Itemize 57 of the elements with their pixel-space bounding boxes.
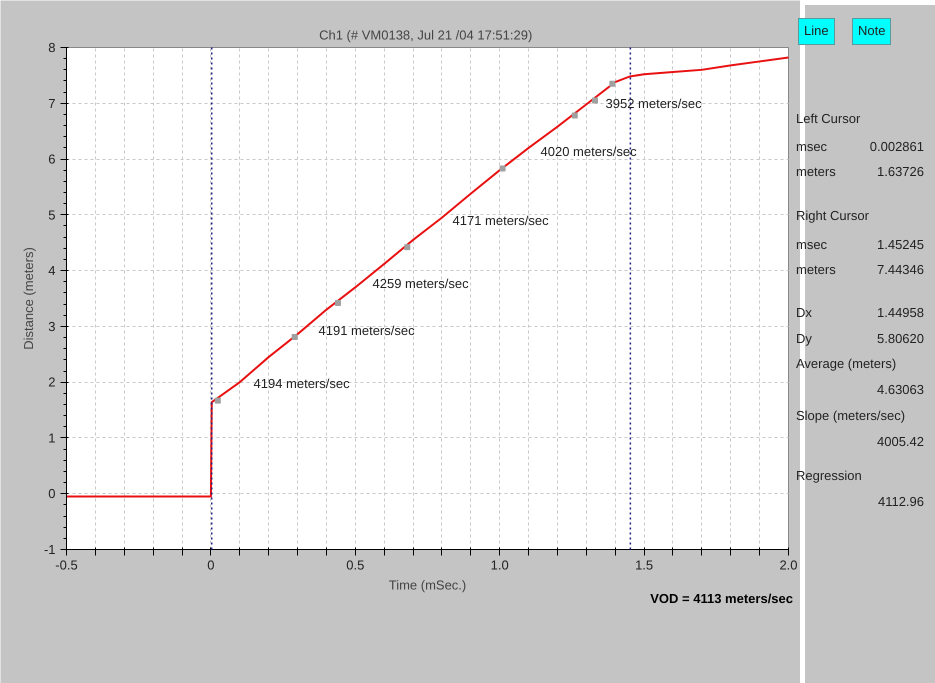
- text: msec: [796, 138, 828, 156]
- y-tick-label: 0: [48, 486, 56, 502]
- annotation: 4194 meters/sec: [254, 376, 350, 391]
- text: Note: [852, 18, 892, 45]
- text: 1.63726: [877, 163, 924, 181]
- x-tick-label: 1.5: [635, 558, 654, 572]
- y-tick-label: 7: [48, 96, 56, 111]
- text: 4005.42: [877, 433, 924, 451]
- y-tick-label: 8: [48, 40, 56, 55]
- point: [214, 398, 221, 404]
- point: [404, 244, 410, 250]
- y-tick-label: 6: [48, 152, 56, 167]
- y-tick-label: 3: [48, 318, 56, 334]
- x-tick-label: 2.0: [779, 558, 798, 572]
- y-tick-label: 5: [48, 207, 56, 222]
- point: [572, 112, 578, 119]
- annotation: 4191 meters/sec: [318, 323, 416, 338]
- annotation: 4259 meters/sec: [372, 276, 470, 291]
- text: msec: [796, 236, 828, 254]
- y-tick-label: 4: [48, 263, 56, 278]
- point: [334, 300, 341, 306]
- point: [592, 97, 598, 104]
- x-axis-title: Time (mSec.): [388, 578, 466, 592]
- point: [292, 334, 298, 340]
- text: Dy: [796, 330, 812, 348]
- y-tick-label: -1: [44, 542, 56, 557]
- chart-title: Ch1 (# VM0138, Jul 21 /04 17:51:29): [319, 28, 532, 42]
- annotation: 4171 meters/sec: [452, 213, 550, 228]
- text: 4.63063: [877, 381, 924, 399]
- text: meters: [796, 163, 836, 181]
- text: 7.44346: [877, 261, 924, 279]
- text: meters: [796, 261, 836, 279]
- text: Average (meters): [796, 355, 896, 373]
- line-series: [66, 56, 788, 498]
- text: 5.80620: [877, 330, 924, 348]
- text: VOD = 4113 meters/sec: [650, 590, 793, 608]
- y-tick-label: 1: [48, 430, 56, 446]
- point: [500, 166, 506, 172]
- y-axis-title: Distance (meters): [20, 247, 36, 350]
- text: Left Cursor: [796, 110, 860, 128]
- text: -0.5: [55, 558, 78, 572]
- point: [609, 80, 616, 87]
- x-tick-label: 1.0: [490, 558, 509, 572]
- annotation: 4020 meters/sec: [540, 144, 638, 159]
- text: Slope (meters/sec): [796, 407, 906, 425]
- annotation: 3952 meters/sec: [606, 96, 702, 111]
- text: Dx: [796, 304, 812, 322]
- text: Line: [798, 18, 835, 45]
- text: Right Cursor: [796, 207, 869, 225]
- text: 1.44958: [877, 304, 924, 322]
- y-tick-label: 2: [48, 374, 56, 390]
- text: 0.002861: [870, 138, 924, 156]
- text: 4112.96: [878, 493, 924, 511]
- text: 1.45245: [877, 236, 924, 254]
- text: Regression: [796, 467, 862, 485]
- x-tick-label: 0.5: [346, 558, 364, 572]
- x-tick-label: 0: [207, 558, 215, 572]
